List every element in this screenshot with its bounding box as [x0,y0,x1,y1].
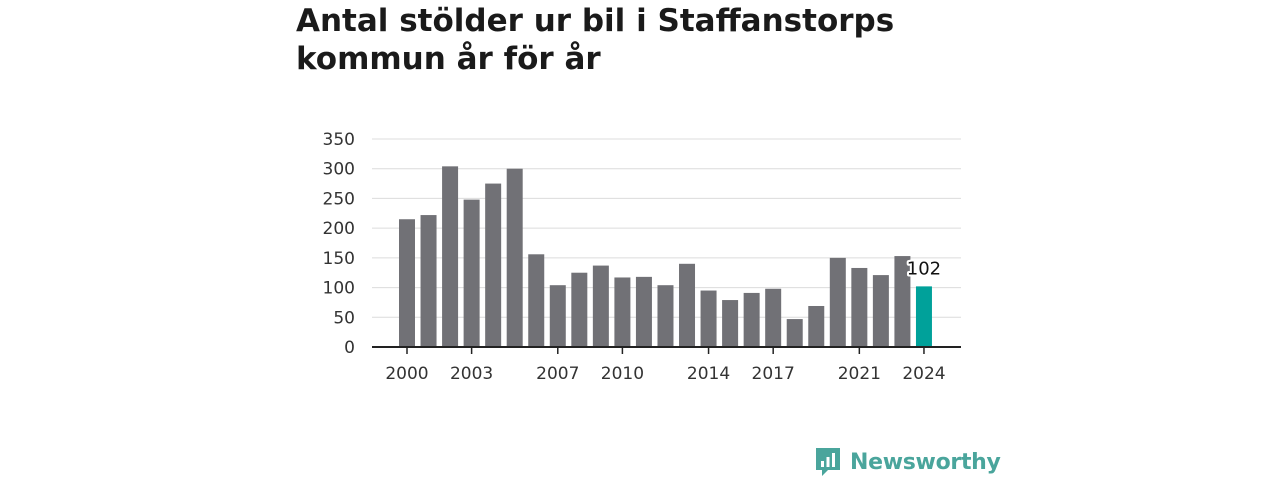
bar-2009 [592,265,609,347]
y-tick-label: 200 [323,219,355,239]
bars [399,166,932,347]
y-tick-label: 50 [333,308,355,328]
title-line-2: kommun år för år [296,41,601,77]
bar-2010 [614,277,631,347]
value-label-2024: 102 [907,258,941,279]
bar-2020 [829,257,846,347]
bar-2005 [506,168,523,347]
bar-2021 [851,267,868,347]
bar-2017 [765,288,782,347]
y-tick-label: 0 [344,338,355,358]
y-axis-labels: 0 50 100 150 200 250 300 350 [323,130,355,358]
bar-2019 [808,305,825,347]
y-tick-label: 250 [323,189,355,209]
bar-2015 [722,300,739,347]
x-tick-label: 2021 [838,364,881,384]
y-tick-label: 100 [323,279,355,299]
bar-2004 [485,183,502,347]
bar-2024 [915,286,932,347]
brand-name: Newsworthy [850,449,1001,475]
x-tick-label: 2010 [601,364,644,384]
bar-2002 [442,166,459,347]
title-line-1: Antal stölder ur bil i Staffanstorps [296,3,895,39]
bar-2018 [786,319,803,347]
chart-title: Antal stölder ur bil i Staffanstorps kom… [296,2,996,78]
x-axis: 2000 2003 2007 2010 2014 2017 2021 2024 [372,346,961,384]
bar-2006 [528,254,545,347]
annotations: 102 [905,256,943,281]
bar-2000 [399,219,415,347]
bar-2016 [743,292,760,347]
x-tick-label: 2014 [687,364,730,384]
bar-2014 [700,290,717,347]
y-tick-label: 350 [323,130,355,150]
x-tick-label: 2017 [752,364,795,384]
bar-2003 [463,199,480,347]
y-tick-label: 300 [323,160,355,180]
bar-2013 [679,263,696,347]
x-tick-label: 2000 [385,364,428,384]
brand-logo: Newsworthy [814,446,1001,478]
newsworthy-logo-icon [816,448,840,476]
x-tick-label: 2007 [536,364,579,384]
bar-2012 [657,285,674,347]
bar-2008 [571,272,588,347]
y-tick-label: 150 [323,249,355,269]
x-tick-label: 2024 [902,364,945,384]
bar-2011 [635,276,652,347]
bar-2001 [420,215,437,347]
bar-2022 [872,275,889,347]
x-tick-label: 2003 [450,364,493,384]
bar-2023 [894,256,911,347]
bar-2007 [549,285,566,347]
